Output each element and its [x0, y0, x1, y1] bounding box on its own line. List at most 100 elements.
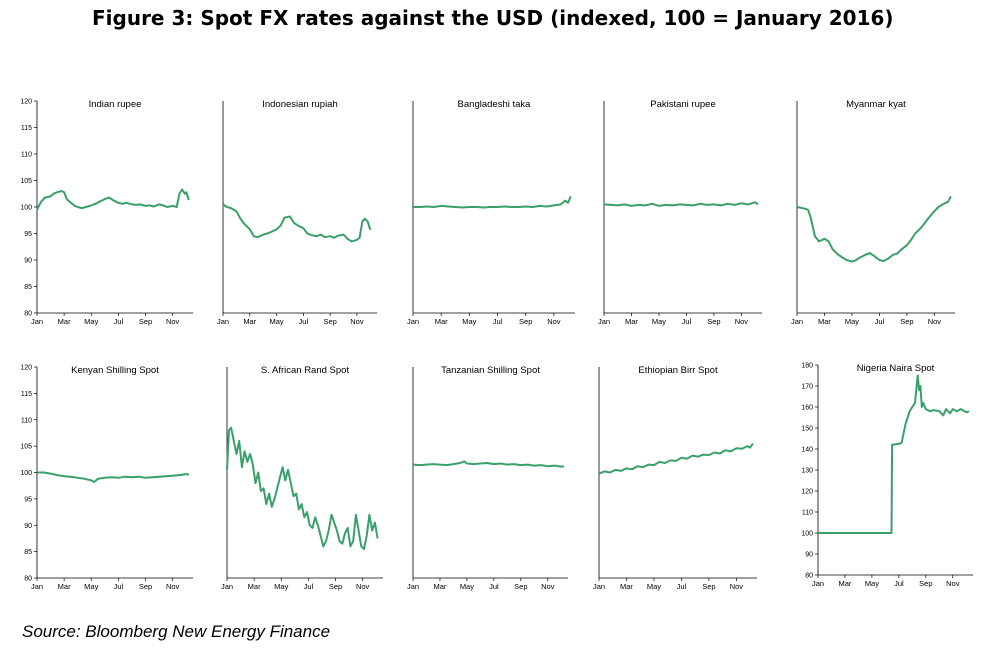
x-tick-label: Sep	[702, 582, 715, 591]
series-line	[796, 195, 952, 263]
x-tick-label: Jul	[299, 317, 309, 326]
y-tick-label: 120	[20, 99, 32, 106]
chart-title: Pakistani rupee	[650, 99, 715, 110]
x-tick-label: Jul	[875, 317, 885, 326]
series-line	[222, 203, 372, 243]
chart-panel-9: Ethiopian Birr Spot Jan Mar May Jul Sep Nov	[593, 365, 757, 591]
x-tick-label: May	[647, 582, 661, 591]
y-tick-label: 95	[24, 231, 32, 238]
x-tick-label: Nov	[541, 582, 555, 591]
y-tick-label: 85	[24, 284, 32, 291]
x-tick-label: Jan	[791, 317, 803, 326]
y-tick-label: 110	[802, 510, 813, 517]
chart-title: Myanmar kyat	[846, 99, 906, 110]
x-tick-label: Sep	[139, 582, 152, 591]
series-line	[818, 374, 970, 534]
x-tick-label: May	[652, 317, 666, 326]
x-tick-label: Jan	[593, 582, 605, 591]
x-tick-label: Jan	[812, 579, 824, 588]
y-tick-label: 110	[21, 152, 32, 159]
x-tick-label: Nov	[735, 317, 749, 326]
chart-panel-10: Nigeria Naira Spot 180 170 160 150 140 130 120 1…	[801, 363, 973, 588]
x-tick-label: Mar	[818, 317, 831, 326]
x-tick-label: Sep	[707, 317, 720, 326]
x-tick-label: Jul	[114, 317, 124, 326]
series-line	[413, 195, 572, 209]
x-tick-label: May	[269, 317, 283, 326]
chart-title: Indonesian rupiah	[262, 99, 338, 110]
y-tick-label: 150	[801, 426, 813, 433]
series-line	[36, 188, 190, 211]
y-tick-label: 180	[801, 363, 813, 370]
x-tick-label: Mar	[838, 579, 851, 588]
y-tick-label: 90	[805, 552, 813, 559]
series-line	[412, 460, 565, 468]
chart-title: Nigeria Naira Spot	[857, 363, 935, 374]
chart-title: Kenyan Shilling Spot	[71, 365, 159, 376]
y-tick-label: 95	[24, 496, 32, 503]
chart-panel-4: Pakistani rupee Jan Mar May Jul Sep Nov	[598, 99, 762, 326]
chart-title: Bangladeshi taka	[458, 99, 532, 110]
x-tick-label: Sep	[900, 317, 913, 326]
chart-title: S. African Rand Spot	[261, 365, 350, 376]
x-tick-label: Jul	[682, 317, 692, 326]
x-tick-label: Sep	[519, 317, 532, 326]
y-tick-label: 100	[20, 470, 32, 477]
x-tick-label: May	[274, 582, 288, 591]
chart-panel-7: S. African Rand Spot Jan Mar May Jul Sep Nov	[221, 365, 383, 591]
x-tick-label: Jul	[114, 582, 124, 591]
y-tick-label: 110	[21, 417, 32, 424]
series-line	[37, 471, 190, 483]
y-tick-label: 120	[20, 365, 32, 372]
chart-panel-8: Tanzanian Shilling Spot Jan Mar May Jul Sep No…	[407, 365, 568, 591]
series-line	[603, 201, 759, 207]
x-tick-label: Jan	[407, 582, 419, 591]
x-tick-label: May	[865, 579, 879, 588]
x-tick-label: Sep	[329, 582, 342, 591]
y-tick-label: 115	[21, 391, 32, 398]
series-line	[226, 426, 379, 550]
x-tick-label: Mar	[435, 317, 448, 326]
chart-panel-6: Kenyan Shilling Spot 120 115 110 105 100 95 90 8…	[20, 365, 193, 591]
y-tick-label: 130	[801, 468, 813, 475]
chart-panel-5: Myanmar kyat Jan Mar May Jul Sep Nov	[791, 99, 955, 326]
y-tick-label: 80	[805, 573, 813, 580]
x-tick-label: Nov	[946, 579, 960, 588]
chart-title: Ethiopian Birr Spot	[638, 365, 718, 376]
x-tick-label: Jul	[304, 582, 314, 591]
x-tick-label: Jan	[221, 582, 233, 591]
x-tick-label: May	[845, 317, 859, 326]
y-tick-label: 100	[20, 205, 32, 212]
x-tick-label: Jul	[493, 317, 503, 326]
x-tick-label: Sep	[139, 317, 152, 326]
x-tick-label: Jan	[407, 317, 419, 326]
y-tick-label: 115	[21, 125, 32, 132]
x-tick-label: May	[84, 317, 98, 326]
x-tick-label: Jan	[31, 582, 43, 591]
x-tick-label: Mar	[625, 317, 638, 326]
x-tick-label: Nov	[166, 582, 180, 591]
x-tick-label: May	[84, 582, 98, 591]
x-tick-label: May	[460, 582, 474, 591]
x-tick-label: Nov	[928, 317, 942, 326]
y-tick-label: 100	[801, 531, 813, 538]
chart-panel-2: Indonesian rupiah Jan Mar May Jul Sep Nov	[217, 99, 377, 326]
x-tick-label: Mar	[433, 582, 446, 591]
y-tick-label: 80	[24, 576, 32, 583]
x-tick-label: Sep	[919, 579, 932, 588]
y-tick-label: 170	[801, 384, 813, 391]
x-tick-label: Nov	[730, 582, 744, 591]
series-line	[598, 442, 754, 475]
chart-title: Tanzanian Shilling Spot	[441, 365, 540, 376]
x-tick-label: Jul	[677, 582, 687, 591]
y-tick-label: 85	[24, 549, 32, 556]
y-tick-label: 120	[801, 489, 813, 496]
x-tick-label: Mar	[58, 317, 71, 326]
x-tick-label: Mar	[243, 317, 256, 326]
x-tick-label: Nov	[166, 317, 180, 326]
x-tick-label: Mar	[248, 582, 261, 591]
x-tick-label: Jan	[217, 317, 229, 326]
chart-panel-3: Bangladeshi taka Jan Mar May Jul Sep Nov	[407, 99, 575, 326]
